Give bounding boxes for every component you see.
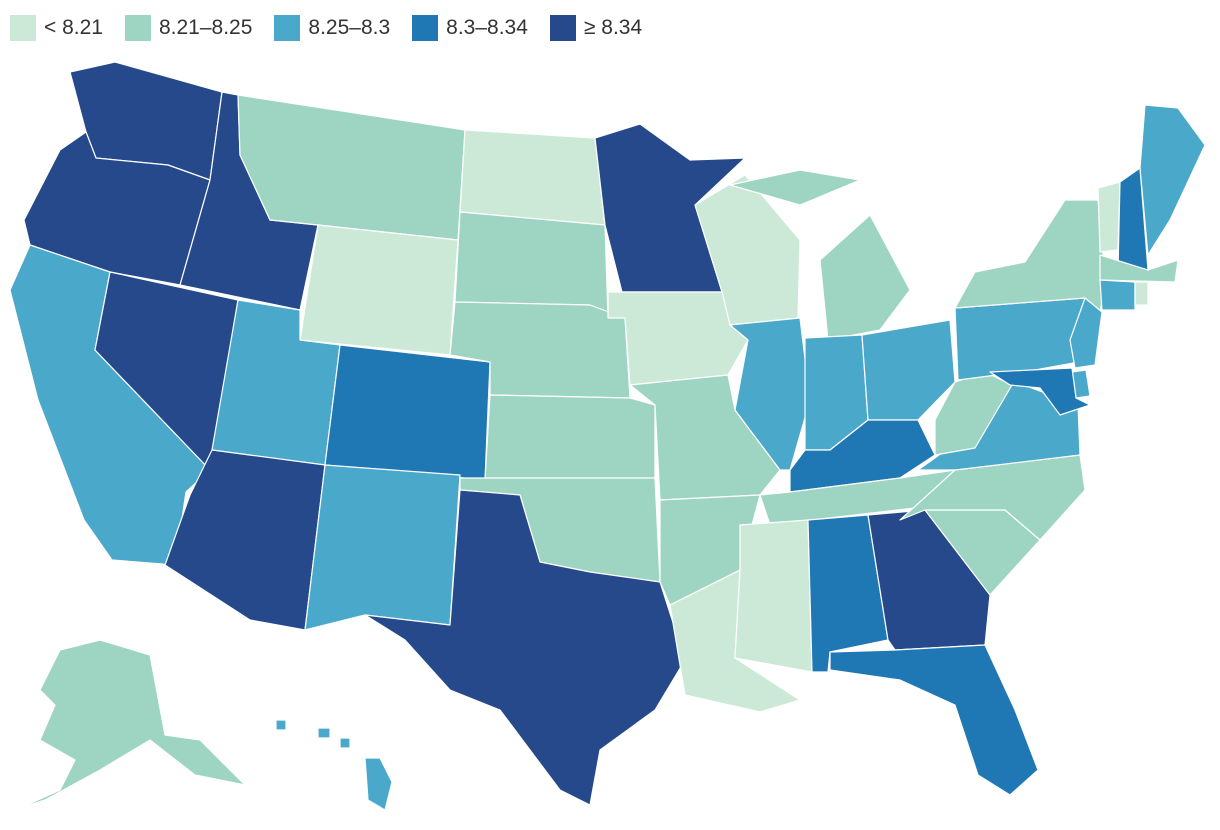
state-oh	[861, 319, 956, 421]
legend: < 8.21 8.21–8.25 8.25–8.3 8.3–8.34 ≥ 8.3…	[10, 12, 664, 44]
state-ny	[954, 199, 1106, 316]
state-ks	[484, 394, 656, 481]
state-ma	[1099, 254, 1179, 283]
state-nd	[459, 129, 606, 226]
state-tx	[364, 489, 686, 806]
state-il	[729, 317, 811, 471]
legend-swatch	[549, 15, 576, 41]
state-ri	[1134, 281, 1149, 306]
legend-item: 8.21–8.25	[124, 15, 253, 41]
legend-item: 8.3–8.34	[412, 15, 528, 41]
state-or	[23, 131, 211, 286]
state-mo	[629, 374, 781, 501]
legend-swatch	[10, 15, 36, 41]
legend-label: 8.3–8.34	[446, 16, 528, 39]
state-nm	[304, 464, 461, 631]
state-fl	[829, 644, 1039, 796]
state-me	[1139, 104, 1206, 256]
state-co	[324, 344, 491, 481]
legend-item: ≥ 8.34	[549, 15, 643, 41]
legend-item: 8.25–8.3	[274, 15, 390, 41]
state-md	[989, 367, 1091, 416]
state-ak	[19, 639, 246, 809]
legend-label: 8.25–8.3	[308, 16, 391, 39]
legend-swatch	[124, 15, 151, 41]
legend-swatch	[412, 15, 439, 41]
state-nj	[1069, 297, 1103, 369]
state-mi	[729, 169, 911, 341]
legend-item: < 8.21	[10, 15, 103, 41]
state-wy	[299, 224, 459, 356]
state-ct	[1099, 279, 1136, 311]
legend-label: 8.21–8.25	[158, 16, 253, 39]
legend-label: ≥ 8.34	[583, 16, 643, 39]
state-mt	[237, 94, 466, 241]
state-ms	[734, 519, 813, 673]
legend-swatch	[274, 15, 301, 41]
state-vt	[1097, 181, 1121, 253]
legend-label: < 8.21	[44, 16, 103, 39]
state-hi	[275, 719, 393, 811]
